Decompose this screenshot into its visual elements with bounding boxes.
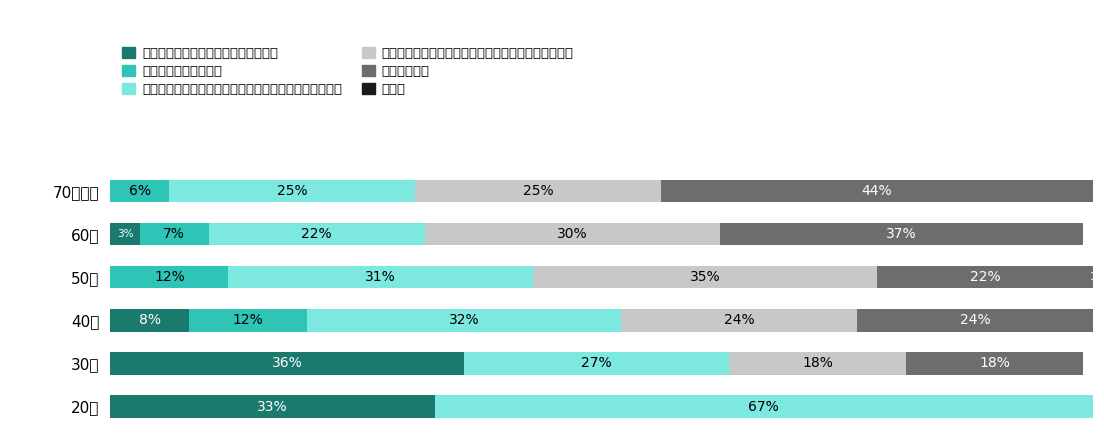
- Bar: [435, 396, 1093, 418]
- Bar: [906, 352, 1083, 375]
- Text: 24%: 24%: [959, 314, 990, 327]
- Text: 36%: 36%: [272, 356, 302, 371]
- Bar: [877, 266, 1093, 289]
- Text: 12%: 12%: [233, 314, 264, 327]
- Bar: [425, 223, 720, 245]
- Bar: [415, 180, 660, 202]
- Text: 44%: 44%: [861, 184, 892, 198]
- Text: 25%: 25%: [277, 184, 308, 198]
- Text: 1%: 1%: [1090, 272, 1104, 282]
- Text: 8%: 8%: [139, 314, 161, 327]
- Text: 31%: 31%: [365, 270, 396, 284]
- Text: 22%: 22%: [301, 227, 332, 241]
- Bar: [110, 266, 229, 289]
- Text: 27%: 27%: [582, 356, 612, 371]
- Text: 32%: 32%: [449, 314, 479, 327]
- Bar: [189, 309, 307, 331]
- Bar: [857, 309, 1093, 331]
- Bar: [622, 309, 857, 331]
- Bar: [140, 223, 209, 245]
- Bar: [110, 309, 189, 331]
- Text: 24%: 24%: [724, 314, 754, 327]
- Bar: [229, 266, 533, 289]
- Text: 7%: 7%: [163, 227, 185, 241]
- Bar: [730, 352, 906, 375]
- Text: 33%: 33%: [257, 400, 288, 413]
- Bar: [307, 309, 622, 331]
- Bar: [1093, 266, 1103, 289]
- Bar: [110, 396, 435, 418]
- Bar: [110, 352, 464, 375]
- Text: 12%: 12%: [153, 270, 184, 284]
- Text: 22%: 22%: [969, 270, 1000, 284]
- Text: 18%: 18%: [979, 356, 1010, 371]
- Bar: [533, 266, 877, 289]
- Legend: なるべく早く導入し、周囲にも勧める, なるべく早く導入する, 周囲の状況をみて、同じくらいのタイミングで導入する, 周囲の状況をみて、遅れてもいいので慎重に検討: なるべく早く導入し、周囲にも勧める, なるべく早く導入する, 周囲の状況をみて、…: [117, 41, 578, 102]
- Text: 25%: 25%: [522, 184, 553, 198]
- Bar: [660, 180, 1093, 202]
- Text: 6%: 6%: [129, 184, 151, 198]
- Bar: [110, 223, 140, 245]
- Text: 67%: 67%: [749, 400, 779, 413]
- Bar: [720, 223, 1083, 245]
- Text: 30%: 30%: [556, 227, 587, 241]
- Bar: [169, 180, 415, 202]
- Bar: [464, 352, 730, 375]
- Bar: [209, 223, 425, 245]
- Text: 37%: 37%: [887, 227, 916, 241]
- Text: 18%: 18%: [803, 356, 834, 371]
- Text: 3%: 3%: [117, 229, 134, 239]
- Text: 35%: 35%: [690, 270, 720, 284]
- Bar: [110, 180, 169, 202]
